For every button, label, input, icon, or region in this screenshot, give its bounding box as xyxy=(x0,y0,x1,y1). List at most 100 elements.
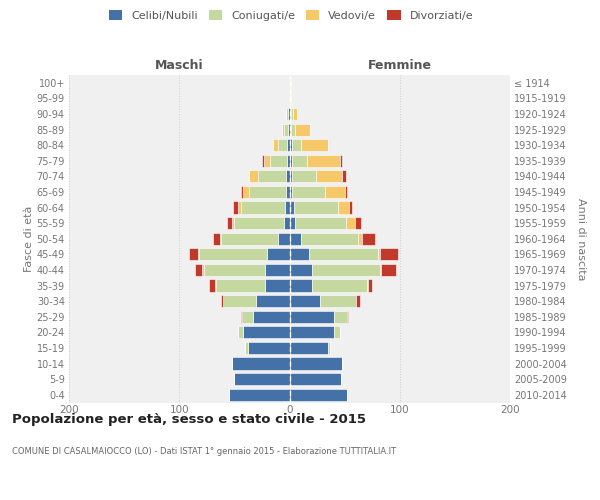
Bar xyxy=(243,186,249,198)
Bar xyxy=(290,154,292,167)
Bar xyxy=(311,280,367,291)
Text: Popolazione per età, sesso e stato civile - 2015: Popolazione per età, sesso e stato civil… xyxy=(12,412,366,426)
Bar xyxy=(328,342,330,354)
Bar xyxy=(223,295,256,307)
Bar xyxy=(249,170,257,182)
Bar xyxy=(198,248,199,260)
Bar xyxy=(358,232,362,245)
Bar xyxy=(202,264,203,276)
Bar xyxy=(289,108,290,120)
Y-axis label: Anni di nascita: Anni di nascita xyxy=(577,198,586,280)
Bar xyxy=(262,154,264,167)
Bar xyxy=(289,124,290,136)
Bar xyxy=(286,170,290,182)
Bar xyxy=(301,139,328,151)
Bar xyxy=(214,232,220,245)
Bar xyxy=(290,202,294,213)
Bar xyxy=(290,326,334,338)
Bar xyxy=(227,217,232,229)
Bar xyxy=(290,342,328,354)
Bar xyxy=(245,342,248,354)
Bar xyxy=(278,232,290,245)
Bar xyxy=(221,295,223,307)
Bar xyxy=(343,170,346,182)
Bar xyxy=(286,108,289,120)
Bar xyxy=(349,202,352,213)
Bar xyxy=(325,186,344,198)
Bar xyxy=(287,139,290,151)
Text: COMUNE DI CASALMAIOCCO (LO) - Dati ISTAT 1° gennaio 2015 - Elaborazione TUTTITAL: COMUNE DI CASALMAIOCCO (LO) - Dati ISTAT… xyxy=(12,448,396,456)
Bar xyxy=(256,295,290,307)
Bar xyxy=(264,154,269,167)
Bar xyxy=(290,248,310,260)
Bar xyxy=(292,139,301,151)
Bar xyxy=(344,186,347,198)
Bar xyxy=(380,248,398,260)
Bar xyxy=(320,295,356,307)
Bar xyxy=(284,217,290,229)
Bar xyxy=(290,186,292,198)
Bar xyxy=(194,264,202,276)
Bar xyxy=(284,124,289,136)
Bar xyxy=(241,310,242,323)
Bar xyxy=(235,217,284,229)
Bar xyxy=(378,248,380,260)
Bar xyxy=(340,154,343,167)
Bar xyxy=(301,232,358,245)
Bar xyxy=(347,310,348,323)
Bar xyxy=(290,264,311,276)
Bar xyxy=(242,310,253,323)
Bar xyxy=(290,108,293,120)
Bar xyxy=(209,280,215,291)
Bar xyxy=(189,248,198,260)
Bar xyxy=(368,280,372,291)
Legend: Celibi/Nubili, Coniugati/e, Vedovi/e, Divorziati/e: Celibi/Nubili, Coniugati/e, Vedovi/e, Di… xyxy=(104,6,478,25)
Bar xyxy=(241,202,285,213)
Bar xyxy=(380,264,381,276)
Bar xyxy=(285,202,290,213)
Bar xyxy=(290,358,343,370)
Bar xyxy=(310,248,378,260)
Bar xyxy=(268,248,290,260)
Bar xyxy=(290,295,320,307)
Bar xyxy=(241,186,243,198)
Bar xyxy=(334,326,340,338)
Bar xyxy=(290,280,311,291)
Bar xyxy=(221,232,278,245)
Bar xyxy=(356,295,360,307)
Bar xyxy=(233,202,238,213)
Bar xyxy=(307,154,340,167)
Bar xyxy=(203,264,265,276)
Bar xyxy=(290,310,334,323)
Bar xyxy=(295,124,310,136)
Bar xyxy=(295,217,346,229)
Bar xyxy=(290,388,347,401)
Bar xyxy=(334,310,347,323)
Bar xyxy=(220,232,221,245)
Bar xyxy=(381,264,397,276)
Bar xyxy=(248,342,290,354)
Bar xyxy=(338,202,349,213)
Bar xyxy=(273,139,278,151)
Bar xyxy=(311,264,380,276)
Bar xyxy=(287,154,290,167)
Bar xyxy=(290,373,341,385)
Bar xyxy=(265,264,290,276)
Bar xyxy=(346,217,355,229)
Bar xyxy=(292,154,307,167)
Bar xyxy=(243,326,290,338)
Bar xyxy=(265,280,290,291)
Bar xyxy=(286,186,290,198)
Bar xyxy=(235,373,290,385)
Bar xyxy=(355,217,361,229)
Bar xyxy=(199,248,268,260)
Bar xyxy=(294,202,338,213)
Bar xyxy=(290,232,301,245)
Bar xyxy=(229,388,290,401)
Bar xyxy=(292,170,316,182)
Bar xyxy=(249,186,286,198)
Bar xyxy=(238,202,241,213)
Y-axis label: Fasce di età: Fasce di età xyxy=(23,206,34,272)
Text: Maschi: Maschi xyxy=(155,59,203,72)
Bar xyxy=(278,139,287,151)
